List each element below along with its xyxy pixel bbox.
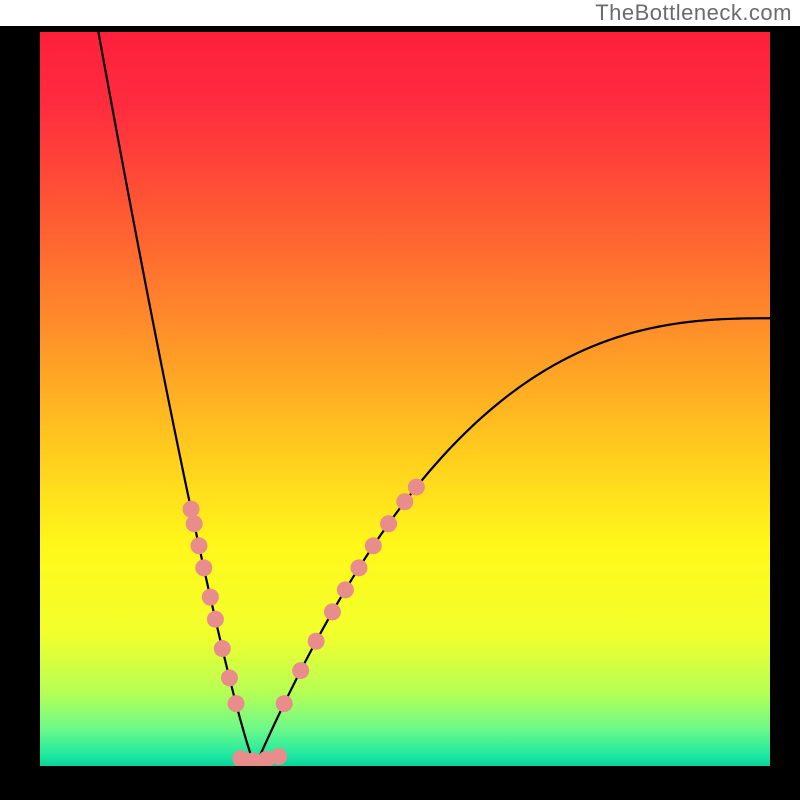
data-point — [186, 515, 203, 532]
data-point — [365, 537, 382, 554]
data-point — [195, 559, 212, 576]
curve-overlay — [40, 32, 770, 766]
data-point — [183, 501, 200, 518]
data-point — [324, 603, 341, 620]
data-point — [276, 695, 293, 712]
bottleneck-curve — [98, 32, 770, 766]
data-point — [292, 662, 309, 679]
data-point — [214, 640, 231, 657]
data-point — [190, 537, 207, 554]
outer-black-frame — [0, 26, 800, 800]
data-point — [202, 589, 219, 606]
data-point — [350, 559, 367, 576]
watermark-text: TheBottleneck.com — [595, 0, 792, 26]
data-point — [221, 669, 238, 686]
data-point — [380, 515, 397, 532]
data-point — [270, 748, 287, 765]
data-point — [396, 493, 413, 510]
chart-container: TheBottleneck.com — [0, 0, 800, 800]
data-point — [337, 581, 354, 598]
data-point — [408, 479, 425, 496]
plot-area — [40, 32, 770, 766]
data-point — [207, 611, 224, 628]
data-point — [228, 695, 245, 712]
data-point — [308, 633, 325, 650]
